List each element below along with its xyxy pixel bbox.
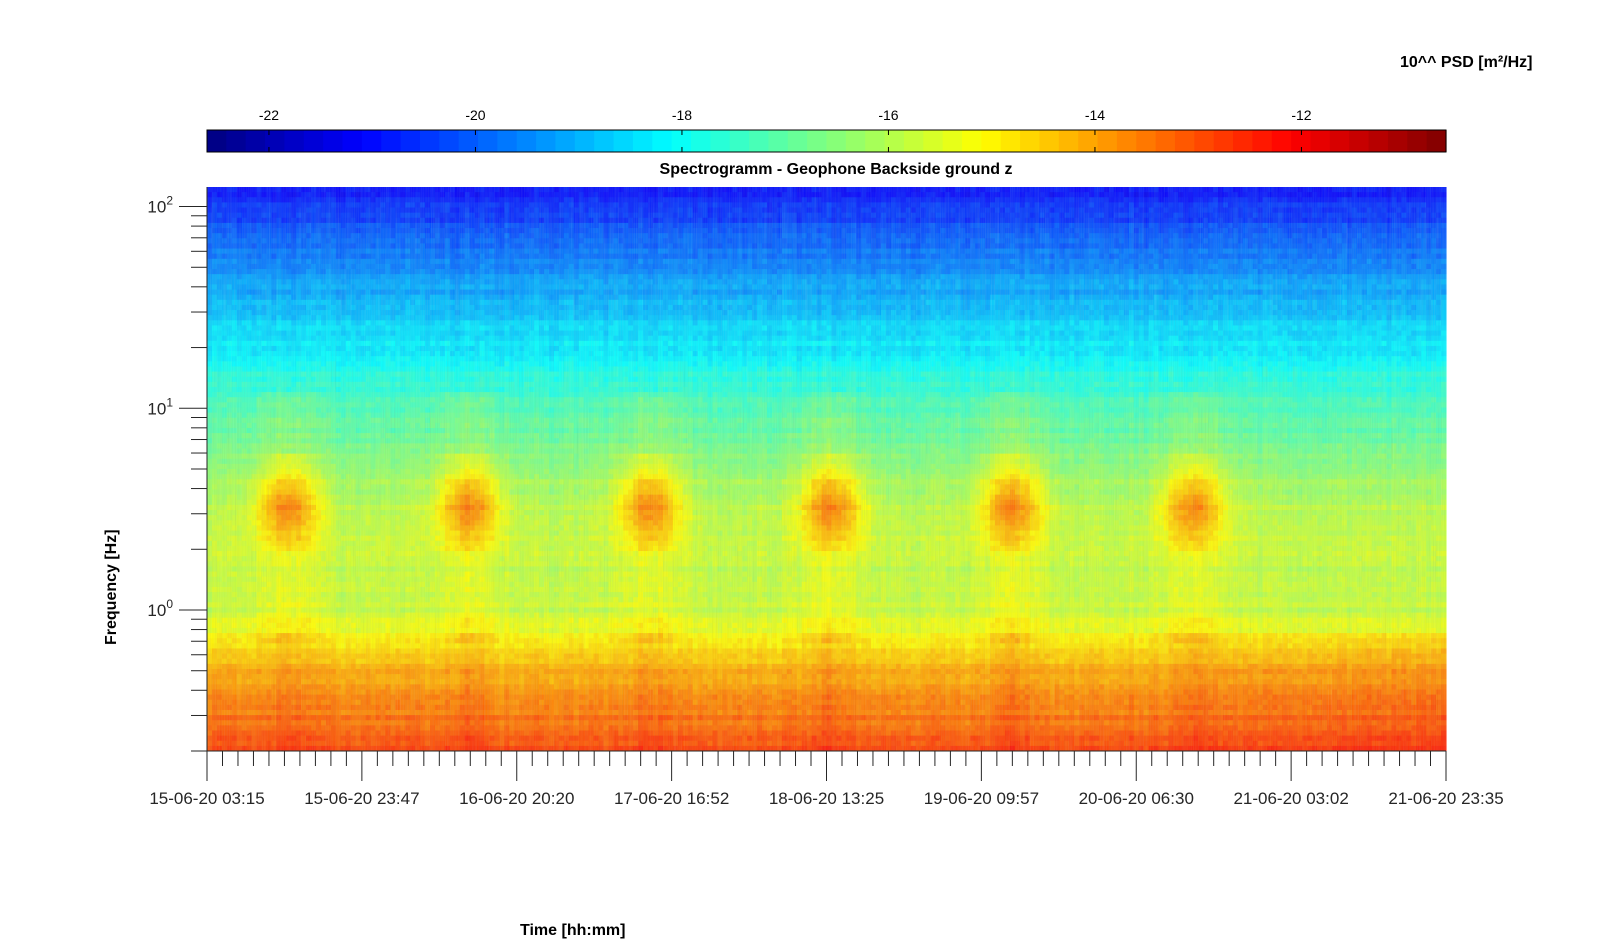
colorbar-segment xyxy=(1387,130,1408,152)
colorbar-segment xyxy=(1291,130,1312,152)
colorbar-segment xyxy=(690,130,711,152)
colorbar-segment xyxy=(574,130,595,152)
colorbar-segment xyxy=(962,130,982,152)
colorbar xyxy=(206,129,1447,153)
colorbar-segment xyxy=(749,130,770,152)
colorbar-segment xyxy=(826,130,847,152)
colorbar-ticks: -22 -20 -18 -16 -14 -12 xyxy=(259,107,1312,152)
colorbar-tick-label: -12 xyxy=(1291,107,1311,123)
colorbar-segment xyxy=(1078,130,1099,152)
colorbar-segment xyxy=(555,130,576,152)
colorbar-segment xyxy=(536,130,557,152)
colorbar-segment xyxy=(361,130,382,152)
colorbar-tick-label: -14 xyxy=(1085,107,1105,123)
colorbar-tick-label: -18 xyxy=(672,107,692,123)
colorbar-tick-label: -16 xyxy=(878,107,898,123)
colorbar-segment xyxy=(1194,130,1215,152)
colorbar-segment xyxy=(768,130,789,152)
colorbar-segment xyxy=(478,130,498,152)
colorbar-segment xyxy=(265,130,286,152)
colorbar-tick-label: -20 xyxy=(465,107,485,123)
colorbar-segment xyxy=(1116,130,1137,152)
colorbar-segment xyxy=(419,130,440,152)
colorbar-segment xyxy=(207,130,227,152)
colorbar-segment xyxy=(1233,130,1254,152)
colorbar-segment xyxy=(226,130,247,152)
colorbar-segment xyxy=(439,130,460,152)
colorbar-segment xyxy=(845,130,866,152)
colorbar-segment xyxy=(400,130,421,152)
colorbar-segment xyxy=(594,130,615,152)
colorbar-segment xyxy=(458,130,479,152)
colorbar-segment xyxy=(1426,130,1447,152)
colorbar-segment xyxy=(1000,130,1021,152)
colorbar-segment xyxy=(671,130,692,152)
colorbar-segment xyxy=(1174,130,1195,152)
colorbar-segment xyxy=(323,130,344,152)
colorbar-segment xyxy=(884,130,905,152)
colorbar-frame xyxy=(206,129,1447,153)
colorbar-segment xyxy=(1310,130,1331,152)
colorbar-tick-label: -22 xyxy=(259,107,279,123)
colorbar-segment xyxy=(1058,130,1079,152)
colorbar-segment xyxy=(981,130,1002,152)
colorbar-segment xyxy=(1271,130,1292,152)
colorbar-segment xyxy=(381,130,402,152)
colorbar-segment xyxy=(942,130,963,152)
colorbar-segment xyxy=(652,130,673,152)
colorbar-segment xyxy=(1349,130,1370,152)
colorbar-segment xyxy=(1039,130,1060,152)
colorbar-segment xyxy=(284,130,305,152)
colorbar-segment xyxy=(303,130,324,152)
colorbar-segment xyxy=(1097,130,1118,152)
colorbar-segment xyxy=(497,130,518,152)
colorbar-segment xyxy=(1329,130,1350,152)
colorbar-segment xyxy=(632,130,653,152)
colorbar-segment xyxy=(1407,130,1428,152)
colorbar-segment xyxy=(342,130,363,152)
colorbar-segment xyxy=(787,130,808,152)
colorbar-segment xyxy=(613,130,634,152)
colorbar-segment xyxy=(1252,130,1273,152)
colorbar-segment xyxy=(923,130,944,152)
colorbar-segment xyxy=(807,130,828,152)
colorbar-segment xyxy=(516,130,537,152)
colorbar-segment xyxy=(729,130,750,152)
colorbar-segment xyxy=(903,130,924,152)
colorbar-segment xyxy=(1213,130,1234,152)
colorbar-segment xyxy=(1020,130,1041,152)
colorbar-segment xyxy=(865,130,886,152)
colorbar-segment xyxy=(1155,130,1176,152)
colorbar-segment xyxy=(245,130,266,152)
colorbar-segment xyxy=(1136,130,1157,152)
colorbar-segment xyxy=(710,130,731,152)
colorbar-segment xyxy=(1368,130,1389,152)
